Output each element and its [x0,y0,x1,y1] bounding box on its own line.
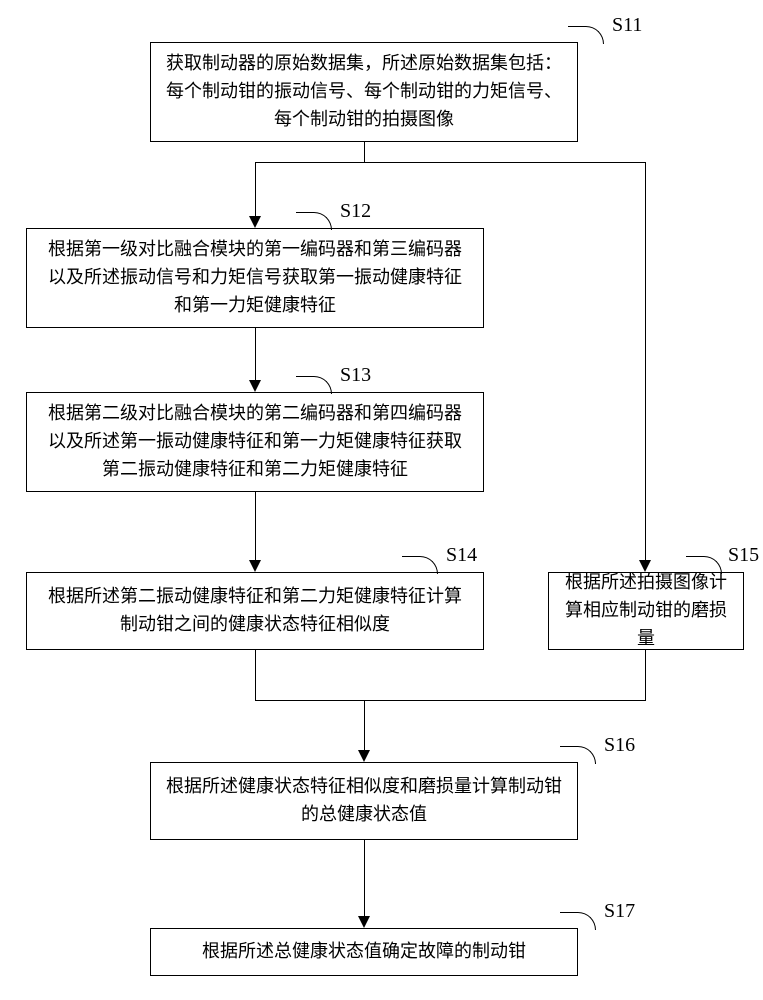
callout-s13 [296,376,332,394]
callout-s12 [296,212,332,230]
callout-s14 [402,556,438,574]
node-s14-text: 根据所述第二振动健康特征和第二力矩健康特征计算制动钳之间的健康状态特征相似度 [41,583,469,639]
node-s16: 根据所述健康状态特征相似度和磨损量计算制动钳的总健康状态值 [150,762,578,840]
edge-s11-s12-v [364,142,365,162]
edge-s11-s12-v2 [255,162,256,216]
node-s15-text: 根据所述拍摄图像计算相应制动钳的磨损量 [559,569,733,653]
node-s12: 根据第一级对比融合模块的第一编码器和第三编码器以及所述振动信号和力矩信号获取第一… [26,228,484,328]
node-s13-text: 根据第二级对比融合模块的第二编码器和第四编码器以及所述第一振动健康特征和第一力矩… [41,400,469,484]
edge-s11-s15-h [364,162,646,163]
label-s12: S12 [340,200,371,223]
edge-s11-s12-h [255,162,365,163]
edge-s14-s16-v [255,650,256,700]
edge-s11-s12-head [249,216,261,228]
edge-merge-s16-v [364,700,365,750]
edge-s12-s13-v [255,328,256,380]
node-s17: 根据所述总健康状态值确定故障的制动钳 [150,928,578,976]
edge-s16-s17-v [364,840,365,916]
edge-s11-s15-v [645,162,646,560]
label-s14: S14 [446,544,477,567]
label-s17: S17 [604,900,635,923]
node-s17-text: 根据所述总健康状态值确定故障的制动钳 [202,938,526,966]
node-s11-text: 获取制动器的原始数据集，所述原始数据集包括：每个制动钳的振动信号、每个制动钳的力… [165,50,563,134]
edge-s14-s16-h [255,700,365,701]
label-s15: S15 [728,544,759,567]
label-s16: S16 [604,734,635,757]
flowchart-container: 获取制动器的原始数据集，所述原始数据集包括：每个制动钳的振动信号、每个制动钳的力… [0,0,763,1000]
node-s14: 根据所述第二振动健康特征和第二力矩健康特征计算制动钳之间的健康状态特征相似度 [26,572,484,650]
node-s13: 根据第二级对比融合模块的第二编码器和第四编码器以及所述第一振动健康特征和第一力矩… [26,392,484,492]
edge-s13-s14-v [255,492,256,560]
node-s15: 根据所述拍摄图像计算相应制动钳的磨损量 [548,572,744,650]
edge-s15-s16-h [364,700,646,701]
label-s11: S11 [612,14,642,37]
label-s13: S13 [340,364,371,387]
edge-s15-s16-v [645,650,646,700]
callout-s16 [560,746,596,764]
callout-s15 [686,556,722,574]
edge-s12-s13-head [249,380,261,392]
edge-s13-s14-head [249,560,261,572]
node-s11: 获取制动器的原始数据集，所述原始数据集包括：每个制动钳的振动信号、每个制动钳的力… [150,42,578,142]
node-s16-text: 根据所述健康状态特征相似度和磨损量计算制动钳的总健康状态值 [165,773,563,829]
callout-s11 [568,26,604,44]
callout-s17 [560,912,596,930]
node-s12-text: 根据第一级对比融合模块的第一编码器和第三编码器以及所述振动信号和力矩信号获取第一… [41,236,469,320]
edge-s16-s17-head [358,916,370,928]
edge-merge-s16-head [358,750,370,762]
